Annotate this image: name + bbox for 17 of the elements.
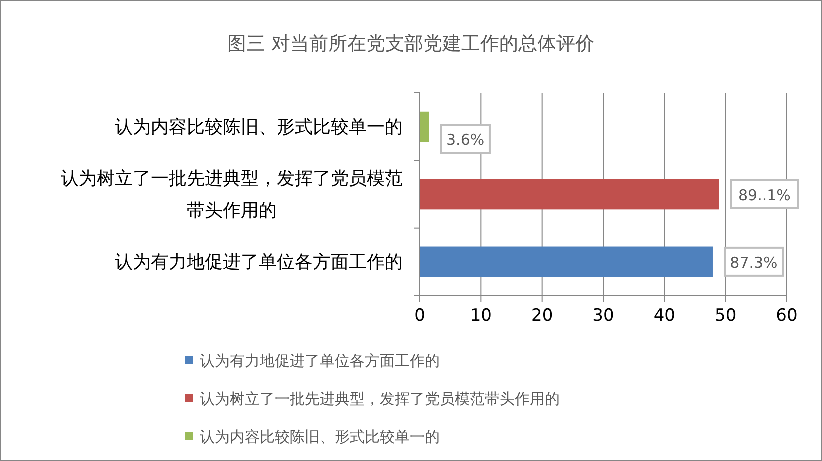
x-tick-label: 0: [414, 306, 426, 326]
x-tick-label: 10: [470, 306, 492, 326]
x-tick-label: 30: [592, 306, 614, 326]
y-tick-label: 认为内容比较陈旧、形式比较单一的: [115, 117, 403, 138]
y-tick-label: 认为树立了一批先进典型，发挥了党员模范带头作用的: [61, 168, 403, 222]
x-tick-label: 60: [776, 306, 798, 326]
y-tick-label: 认为有力地促进了单位各方面工作的: [115, 252, 403, 273]
legend-label: 认为内容比较陈旧、形式比较单一的: [200, 428, 440, 446]
annotation: 87.3%: [730, 254, 778, 272]
legend-label: 认为树立了一批先进典型，发挥了党员模范带头作用的: [200, 390, 560, 408]
x-tick-label: 40: [654, 306, 676, 326]
x-tick-label: 50: [715, 306, 737, 326]
annotation: 3.6%: [446, 131, 485, 150]
annotation: 89..1%: [738, 186, 791, 204]
legend-label: 认为有力地促进了单位各方面工作的: [200, 352, 440, 370]
x-tick-label: 20: [532, 306, 554, 326]
chart-title: 图三 对当前所在党支部党建工作的总体评价: [227, 33, 595, 55]
